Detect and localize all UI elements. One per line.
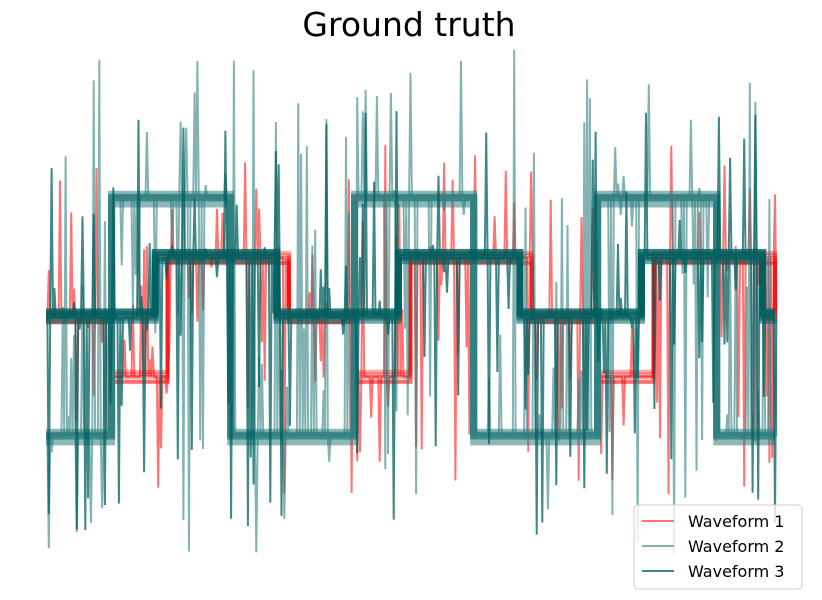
series-2: [46, 49, 778, 555]
series-3-step-line: [46, 257, 775, 324]
chart-title: Ground truth: [302, 5, 515, 44]
series-3: [46, 111, 778, 535]
legend-label-3: Waveform 3: [688, 562, 784, 581]
series-2-step-line: [46, 194, 775, 440]
plot-area: [46, 49, 778, 555]
series-2-step-line: [46, 190, 775, 436]
legend-box: [633, 504, 803, 590]
legend-label-2: Waveform 2: [688, 537, 784, 556]
legend-label-1: Waveform 1: [688, 512, 784, 531]
series-3-step-line: [46, 251, 775, 318]
series-2-step-line: [46, 200, 775, 446]
legend: Waveform 1 Waveform 2 Waveform 3: [633, 504, 803, 590]
